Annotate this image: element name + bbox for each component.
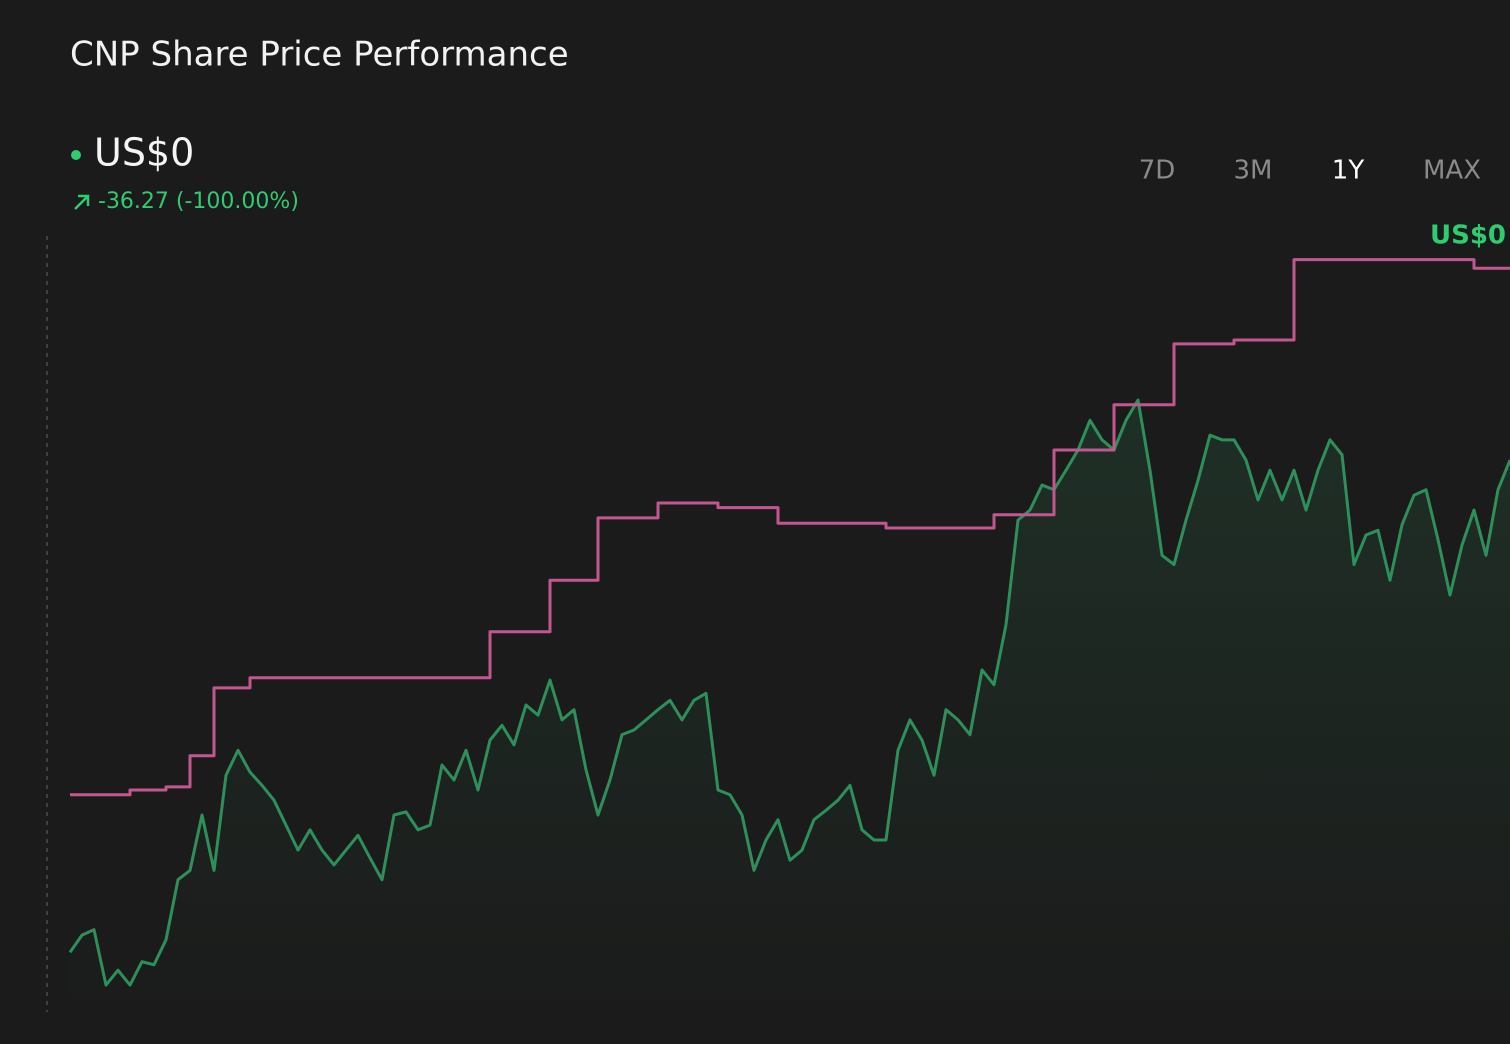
price-change: -36.27 (-100.00%) (98, 189, 299, 214)
price-dot (71, 150, 81, 160)
range-button[interactable]: MAX (1423, 156, 1481, 186)
step-line (70, 258, 1510, 797)
range-button[interactable]: 7D (1139, 156, 1176, 186)
price-line (68, 398, 1510, 987)
price: US$0 (94, 131, 194, 175)
range-button[interactable]: 1Y (1332, 156, 1365, 186)
change-arrow (74, 194, 90, 210)
area (70, 400, 1510, 1010)
range-button[interactable]: 3M (1234, 156, 1273, 186)
end-label: US$0 (1430, 221, 1506, 251)
chart-title: CNP Share Price Performance (70, 35, 569, 75)
